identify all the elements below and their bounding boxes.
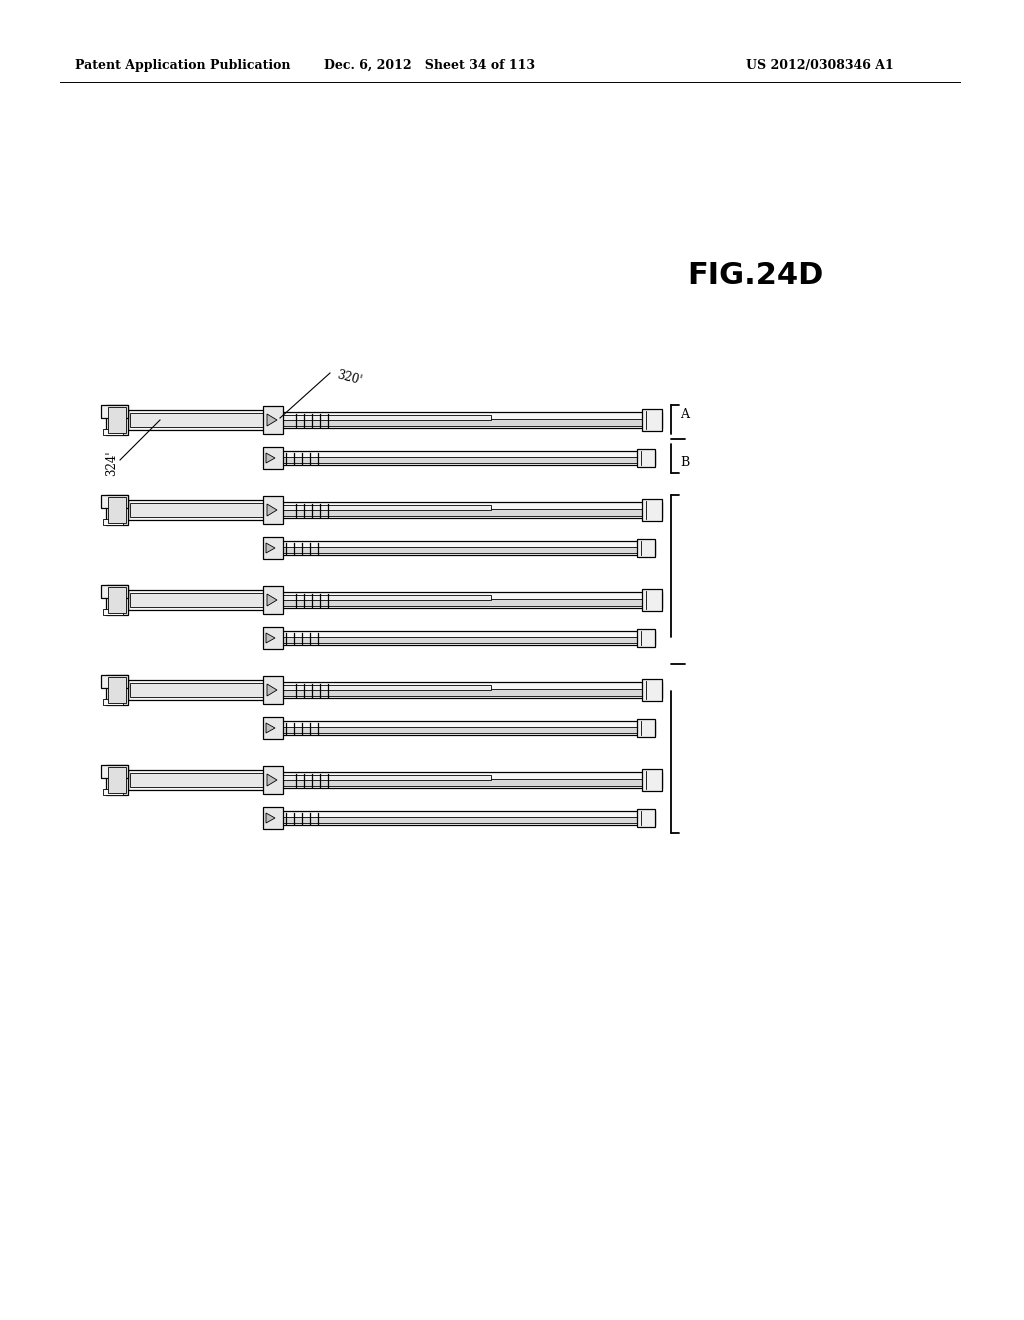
Bar [280,510,660,516]
Bar [642,499,662,521]
Bar [637,719,655,737]
Bar [108,767,126,793]
Bar [263,586,283,614]
Polygon shape [267,504,278,516]
Bar [263,447,283,469]
Bar [642,589,662,611]
Bar [280,689,660,696]
Bar [642,770,662,791]
Bar [280,775,492,780]
Text: B: B [680,457,689,470]
Bar [637,809,655,828]
Polygon shape [267,684,278,696]
Bar [103,789,123,795]
Bar [106,585,128,615]
Polygon shape [266,453,275,463]
Bar [280,594,492,599]
Bar [106,405,128,436]
Bar [268,631,655,645]
Bar [128,590,268,610]
Bar [280,599,660,606]
Bar [130,774,266,787]
Bar [280,504,492,510]
Bar [263,537,283,558]
Bar [637,630,655,647]
Bar [268,451,655,465]
Bar [278,772,662,788]
Bar [103,700,123,705]
Text: FIG.24D: FIG.24D [687,260,823,289]
Bar [108,407,126,433]
Bar [278,591,662,609]
Bar [130,593,266,607]
Bar [128,680,268,700]
Bar [103,429,123,436]
Polygon shape [266,813,275,822]
Bar [101,585,128,598]
Bar [101,766,128,777]
Polygon shape [267,414,278,426]
Bar [108,498,126,523]
Bar [101,675,128,688]
Bar [268,721,655,735]
Bar [637,449,655,467]
Polygon shape [267,594,278,606]
Bar [270,638,653,643]
Bar [270,727,653,733]
Bar [106,675,128,705]
Text: Dec. 6, 2012   Sheet 34 of 113: Dec. 6, 2012 Sheet 34 of 113 [325,58,536,71]
Text: Patent Application Publication: Patent Application Publication [75,58,291,71]
Bar [263,627,283,649]
Bar [637,539,655,557]
Bar [103,609,123,615]
Bar [278,682,662,698]
Bar [108,587,126,612]
Text: US 2012/0308346 A1: US 2012/0308346 A1 [746,58,894,71]
Bar [268,541,655,554]
Bar [268,810,655,825]
Bar [280,418,660,426]
Bar [103,519,123,525]
Bar [642,409,662,432]
Bar [280,779,660,785]
Bar [270,457,653,463]
Polygon shape [266,634,275,643]
Bar [128,411,268,430]
Bar [263,717,283,739]
Bar [130,413,266,426]
Bar [642,678,662,701]
Bar [128,500,268,520]
Bar [128,770,268,789]
Bar [101,405,128,418]
Bar [106,495,128,525]
Bar [130,682,266,697]
Text: A: A [680,408,689,421]
Text: 320': 320' [335,368,362,388]
Polygon shape [266,723,275,733]
Polygon shape [266,543,275,553]
Bar [101,495,128,508]
Bar [263,766,283,795]
Bar [263,407,283,434]
Bar [278,412,662,428]
Bar [130,503,266,517]
Bar [106,766,128,795]
Polygon shape [267,774,278,785]
Bar [270,546,653,553]
Text: 324': 324' [105,450,119,475]
Bar [263,676,283,704]
Bar [278,502,662,517]
Bar [263,807,283,829]
Bar [108,677,126,704]
Bar [280,685,492,689]
Bar [280,414,492,420]
Bar [263,496,283,524]
Bar [270,817,653,822]
